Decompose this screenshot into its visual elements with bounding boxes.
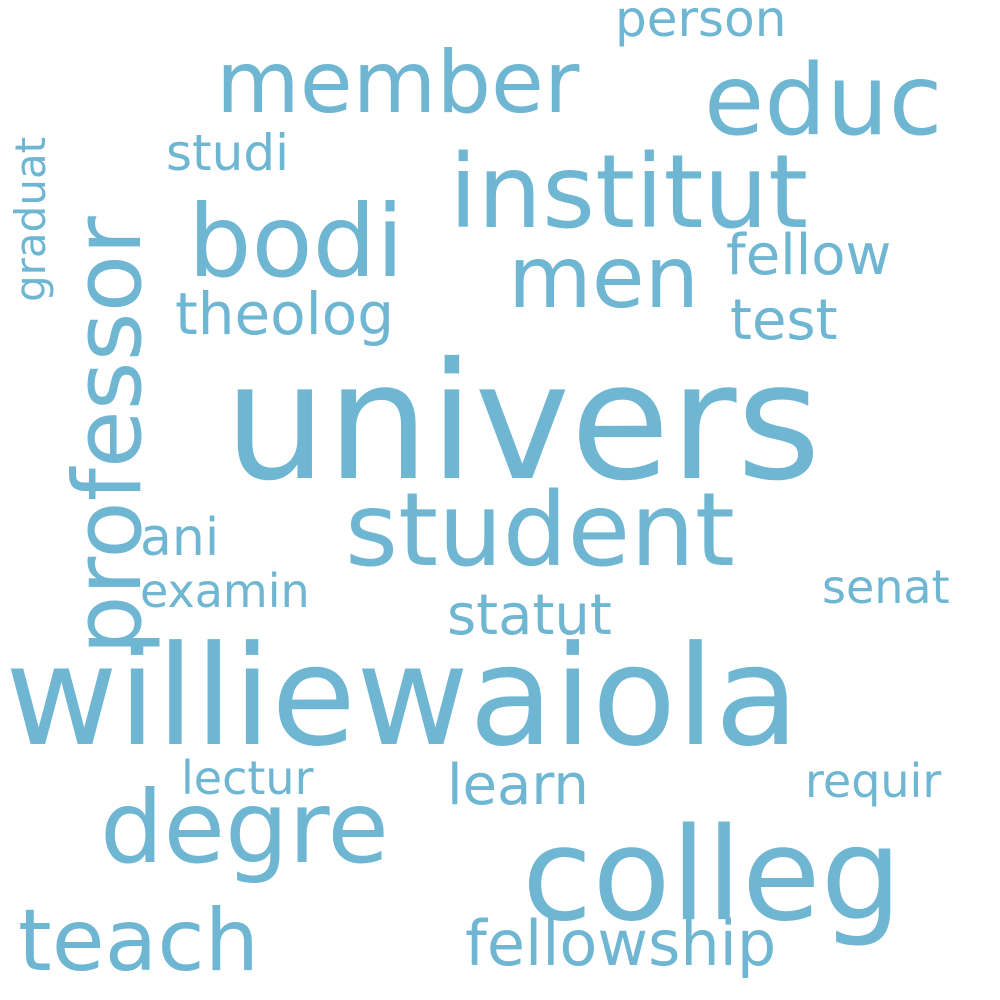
word-member: member [216, 33, 580, 133]
word-colleg: colleg [522, 801, 902, 950]
word-degre: degre [100, 769, 389, 886]
word-graduat: graduat [6, 136, 55, 302]
word-williewaiola: williewaiola [5, 616, 800, 777]
word-learn: learn [447, 753, 589, 818]
word-examin: examin [140, 564, 310, 618]
word-student: student [345, 471, 735, 590]
word-senat: senat [822, 560, 950, 614]
word-ani: ani [140, 508, 220, 568]
word-statut: statut [447, 583, 612, 648]
word-institut: institut [449, 133, 809, 252]
word-teach: teach [18, 891, 260, 991]
word-lectur: lectur [181, 751, 314, 805]
word-person: person [615, 0, 787, 48]
word-fellowship: fellowship [465, 907, 777, 980]
word-univers: univers [224, 329, 821, 517]
word-test: test [730, 288, 838, 353]
word-theolog: theolog [175, 280, 395, 348]
word-educ: educ [704, 44, 943, 158]
word-requir: requir [805, 754, 942, 808]
word-studi: studi [166, 124, 289, 182]
word-fellow: fellow [726, 223, 892, 288]
word-men: men [508, 228, 700, 328]
word-bodi: bodi [188, 183, 404, 300]
